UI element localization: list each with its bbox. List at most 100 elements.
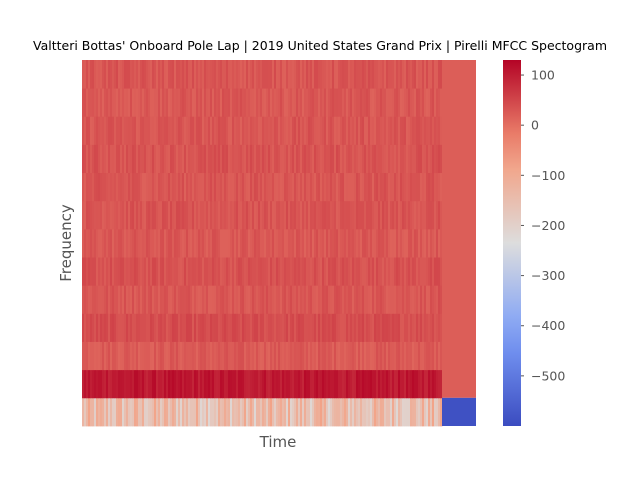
heatmap-cell (348, 116, 351, 145)
colorbar (503, 60, 521, 426)
heatmap-cell (234, 285, 237, 314)
heatmap-cell (352, 60, 355, 89)
heatmap-cell (118, 200, 121, 230)
heatmap-cell (108, 200, 111, 230)
heatmap-cell (90, 200, 93, 230)
heatmap-cell (262, 313, 265, 342)
heatmap-cell (258, 60, 261, 89)
heatmap-cell (330, 285, 333, 314)
heatmap-cell (358, 60, 361, 89)
heatmap-cell (320, 257, 323, 286)
heatmap-cell (226, 285, 229, 314)
heatmap-cell (112, 116, 115, 145)
heatmap-cell (438, 341, 441, 371)
heatmap-cell (274, 397, 277, 427)
heatmap-cell (244, 369, 247, 399)
heatmap-cell (328, 397, 331, 427)
heatmap-cell (302, 60, 305, 89)
heatmap-cell (122, 257, 125, 286)
heatmap-cell (440, 200, 443, 230)
heatmap-cell (248, 341, 251, 371)
heatmap-cell (190, 88, 193, 117)
heatmap-cell (260, 144, 263, 174)
heatmap-cell (210, 257, 213, 286)
heatmap-cell (322, 88, 325, 117)
heatmap-cell (264, 257, 267, 286)
heatmap-cell (192, 172, 195, 202)
heatmap-cell (194, 116, 197, 145)
heatmap-cell (416, 313, 419, 342)
heatmap-cell (250, 144, 253, 174)
heatmap-cell (296, 116, 299, 145)
heatmap-cell (262, 200, 265, 230)
heatmap-cell (90, 172, 93, 202)
heatmap-cell (340, 116, 343, 145)
heatmap-cell (428, 60, 431, 89)
heatmap-cell (284, 88, 287, 117)
heatmap-cell (162, 285, 165, 314)
heatmap-cell (340, 172, 343, 202)
heatmap-cell (300, 313, 303, 342)
heatmap-cell (260, 285, 263, 314)
heatmap-cell (270, 397, 273, 427)
heatmap-cell (404, 116, 407, 145)
heatmap-cell (252, 285, 255, 314)
heatmap-cell (328, 369, 331, 399)
heatmap-cell (110, 369, 113, 399)
heatmap-cell (222, 172, 225, 202)
heatmap-cell (212, 172, 215, 202)
heatmap-cell (94, 369, 97, 399)
heatmap-cell (232, 60, 235, 89)
heatmap-cell (214, 397, 217, 427)
heatmap-cell (114, 60, 117, 89)
heatmap-cell (214, 369, 217, 399)
heatmap-cell (126, 60, 129, 89)
heatmap-cell (146, 257, 149, 286)
heatmap-cell (252, 88, 255, 117)
heatmap-cell (406, 200, 409, 230)
heatmap-cell (98, 172, 101, 202)
heatmap-cell (366, 313, 369, 342)
heatmap-cell (348, 144, 351, 174)
heatmap-cell (384, 397, 387, 427)
heatmap-cell (172, 285, 175, 314)
heatmap-cell (150, 200, 153, 230)
heatmap-cell (228, 144, 231, 174)
heatmap-cell (136, 116, 139, 145)
heatmap-cell (192, 200, 195, 230)
heatmap-cell (364, 88, 367, 117)
heatmap-cell (340, 200, 343, 230)
heatmap-cell (182, 200, 185, 230)
heatmap-cell (394, 341, 397, 371)
heatmap-cell (326, 397, 329, 427)
heatmap-cell (350, 200, 353, 230)
heatmap-cell (272, 313, 275, 342)
heatmap-cell (132, 60, 135, 89)
heatmap-cell (250, 116, 253, 145)
heatmap-cell (422, 172, 425, 202)
heatmap-cell (354, 397, 357, 427)
heatmap-cell (286, 172, 289, 202)
heatmap-cell (424, 144, 427, 174)
heatmap-cell (148, 228, 151, 258)
heatmap-cell (318, 341, 321, 371)
heatmap-cell (160, 369, 163, 399)
heatmap-cell (106, 369, 109, 399)
heatmap-cell (220, 341, 223, 371)
heatmap-cell (308, 313, 311, 342)
heatmap-cell (408, 144, 411, 174)
heatmap-cell (156, 88, 159, 117)
heatmap-cell (316, 369, 319, 399)
heatmap-cell (174, 60, 177, 89)
heatmap-cell (146, 341, 149, 371)
heatmap-cell (420, 144, 423, 174)
heatmap-cell (220, 228, 223, 258)
heatmap-cell (92, 88, 95, 117)
heatmap-cell (176, 116, 179, 145)
heatmap-cell (194, 200, 197, 230)
heatmap-cell (290, 200, 293, 230)
heatmap-cell (418, 200, 421, 230)
heatmap-cell (128, 369, 131, 399)
heatmap-cell (306, 285, 309, 314)
heatmap-cell (232, 88, 235, 117)
